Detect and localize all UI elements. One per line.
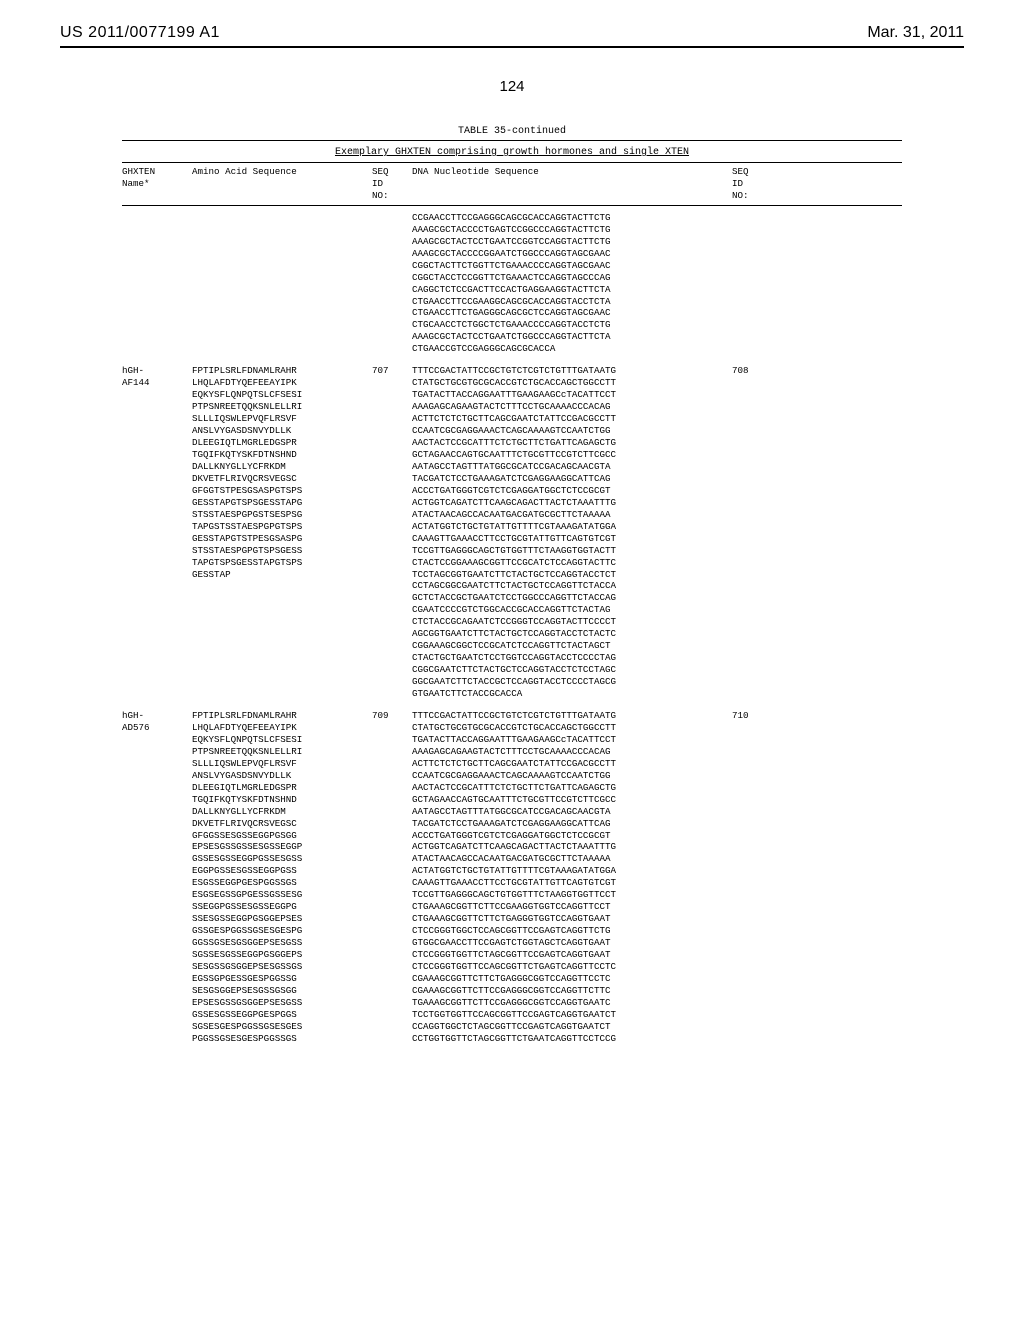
table-body: CCGAACCTTCCGAGGGCAGCGCACCAGGTACTTCTG AAA…	[122, 212, 902, 1045]
rule-head	[122, 205, 902, 206]
page-number: 124	[60, 78, 964, 95]
sequence-table: TABLE 35-continued Exemplary GHXTEN comp…	[122, 125, 902, 1045]
table-row: hGH- AD576FPTIPLSRLFDNAMLRAHR LHQLAFDTYQ…	[122, 710, 902, 1045]
cell-seq2: 710	[732, 710, 772, 722]
column-headers: GHXTEN Name* Amino Acid Sequence SEQ ID …	[122, 163, 902, 205]
cell-name: hGH- AD576	[122, 710, 192, 734]
col-name: GHXTEN Name*	[122, 166, 192, 202]
cell-dna: TTTCCGACTATTCCGCTGTCTCGTCTGTTTGATAATG CT…	[412, 710, 732, 1045]
doc-number: US 2011/0077199 A1	[60, 24, 220, 42]
cell-seq1: 709	[372, 710, 412, 722]
table-row: hGH- AF144FPTIPLSRLFDNAMLRAHR LHQLAFDTYQ…	[122, 365, 902, 700]
cell-aa: FPTIPLSRLFDNAMLRAHR LHQLAFDTYQEFEEAYIPK …	[192, 365, 372, 580]
page-header: US 2011/0077199 A1 Mar. 31, 2011	[60, 24, 964, 48]
cell-seq1: 707	[372, 365, 412, 377]
doc-date: Mar. 31, 2011	[867, 24, 964, 42]
table-row: CCGAACCTTCCGAGGGCAGCGCACCAGGTACTTCTG AAA…	[122, 212, 902, 355]
cell-seq2: 708	[732, 365, 772, 377]
cell-name: hGH- AF144	[122, 365, 192, 389]
table-caption: TABLE 35-continued	[122, 125, 902, 138]
cell-dna: CCGAACCTTCCGAGGGCAGCGCACCAGGTACTTCTG AAA…	[412, 212, 732, 355]
table-subtitle: Exemplary GHXTEN comprising growth hormo…	[122, 143, 902, 162]
col-seq1: SEQ ID NO:	[372, 166, 412, 202]
rule-top	[122, 140, 902, 141]
cell-aa: FPTIPLSRLFDNAMLRAHR LHQLAFDTYQEFEEAYIPK …	[192, 710, 372, 1045]
col-dna: DNA Nucleotide Sequence	[412, 166, 732, 202]
col-aa: Amino Acid Sequence	[192, 166, 372, 202]
cell-dna: TTTCCGACTATTCCGCTGTCTCGTCTGTTTGATAATG CT…	[412, 365, 732, 700]
col-seq2: SEQ ID NO:	[732, 166, 772, 202]
page: US 2011/0077199 A1 Mar. 31, 2011 124 TAB…	[0, 0, 1024, 1320]
